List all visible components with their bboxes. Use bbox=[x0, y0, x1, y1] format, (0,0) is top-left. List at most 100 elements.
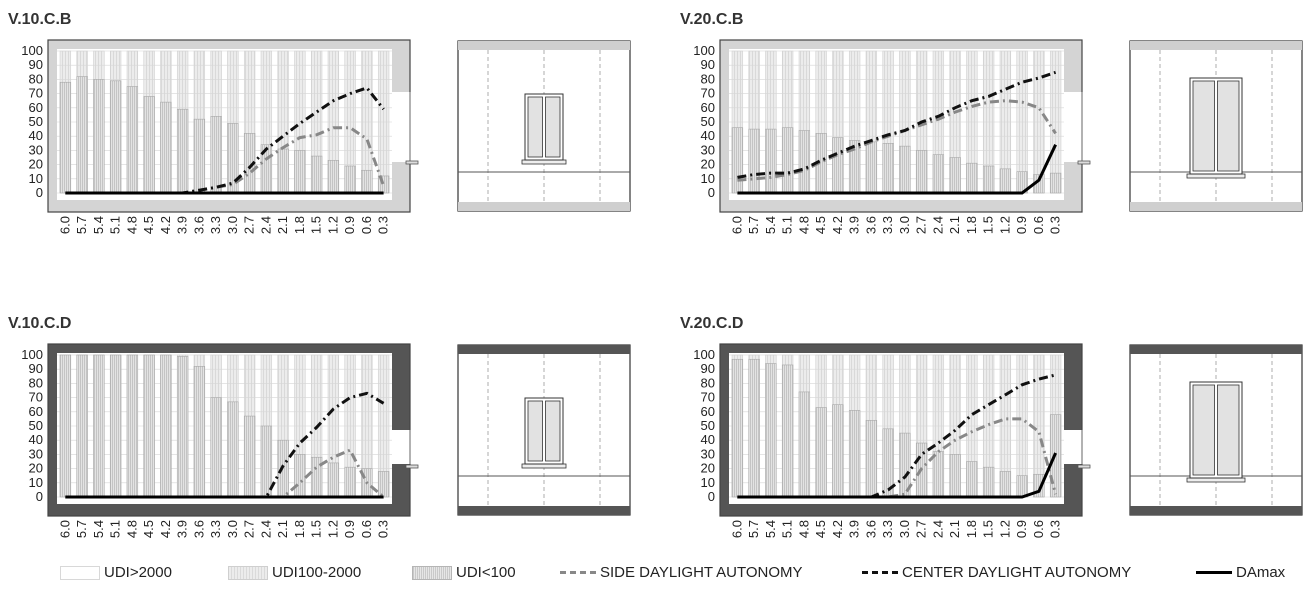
x-tick-label: 3.0 bbox=[225, 520, 240, 538]
x-tick-label: 2.1 bbox=[947, 520, 962, 538]
udi-low-bar bbox=[1049, 172, 1062, 194]
udi-low-bar bbox=[160, 354, 172, 498]
udi-low-bar bbox=[327, 160, 340, 194]
x-tick-label: 5.4 bbox=[91, 520, 106, 538]
window-sill bbox=[1186, 477, 1246, 483]
x-tick-label: 5.1 bbox=[780, 520, 795, 538]
y-tick-label: 50 bbox=[29, 114, 43, 129]
x-tick-label: 1.8 bbox=[964, 520, 979, 538]
legend-udi-low: UDI<100 bbox=[412, 564, 516, 581]
window-opening bbox=[1064, 92, 1083, 162]
udi-low-bar bbox=[781, 127, 794, 194]
plot-area bbox=[729, 353, 1064, 504]
x-tick-label: 4.5 bbox=[813, 216, 828, 234]
x-tick-label: 3.0 bbox=[897, 520, 912, 538]
x-tick-label: 6.0 bbox=[57, 520, 72, 538]
window-sill bbox=[1077, 464, 1091, 469]
legend-line-center bbox=[862, 571, 898, 574]
x-tick-label: 0.6 bbox=[359, 216, 374, 234]
udi-low-bar bbox=[1016, 475, 1028, 498]
window-pane-right bbox=[545, 96, 561, 158]
udi-low-bar bbox=[210, 116, 222, 194]
udi-low-bar bbox=[193, 366, 206, 498]
damax-line bbox=[737, 452, 1057, 499]
udi-low-bar bbox=[143, 96, 155, 194]
x-tick-label: 2.7 bbox=[242, 216, 257, 234]
y-tick-label: 80 bbox=[701, 71, 715, 86]
udi-low-bar bbox=[748, 128, 760, 194]
x-tick-label: 4.5 bbox=[813, 520, 828, 538]
y-tick-label: 60 bbox=[701, 404, 715, 419]
udi-low-bar bbox=[865, 141, 878, 194]
legend-side-da: SIDE DAYLIGHT AUTONOMY bbox=[560, 564, 803, 581]
x-tick-label: 0.9 bbox=[342, 216, 357, 234]
y-tick-label: 70 bbox=[29, 390, 43, 405]
udi-low-bar bbox=[781, 364, 794, 498]
udi-low-bar bbox=[76, 76, 88, 194]
x-tick-label: 5.7 bbox=[74, 520, 89, 538]
y-tick-label: 0 bbox=[36, 185, 43, 200]
udi-low-bar bbox=[731, 358, 744, 498]
y-tick-label: 20 bbox=[701, 461, 715, 476]
window-opening bbox=[1064, 430, 1083, 464]
udi-low-bar bbox=[377, 471, 390, 498]
udi-low-bar bbox=[798, 391, 811, 498]
y-tick-label: 0 bbox=[36, 489, 43, 504]
udi-low-bar bbox=[748, 358, 760, 498]
udi-low-bar bbox=[932, 154, 945, 194]
x-tick-label: 5.7 bbox=[746, 216, 761, 234]
udi-low-bar bbox=[59, 81, 72, 194]
y-tick-label: 60 bbox=[29, 404, 43, 419]
x-tick-label: 1.8 bbox=[292, 216, 307, 234]
udi-low-bar bbox=[832, 404, 844, 498]
x-tick-label: 0.3 bbox=[376, 520, 391, 538]
udi-low-bar bbox=[915, 150, 928, 194]
legend-damax: DAmax bbox=[1196, 564, 1285, 581]
y-tick-label: 80 bbox=[29, 71, 43, 86]
x-tick-label: 1.8 bbox=[964, 216, 979, 234]
window-pane-left bbox=[1192, 80, 1215, 172]
x-tick-label: 3.9 bbox=[175, 520, 190, 538]
x-tick-label: 3.9 bbox=[847, 520, 862, 538]
legend-label: UDI>2000 bbox=[104, 564, 172, 581]
x-tick-label: 2.1 bbox=[947, 216, 962, 234]
udi-low-bar bbox=[949, 157, 961, 194]
window-pane-left bbox=[1192, 384, 1215, 476]
x-tick-label: 6.0 bbox=[729, 216, 744, 234]
udi-low-bar bbox=[277, 148, 289, 194]
x-tick-label: 4.2 bbox=[158, 216, 173, 234]
x-tick-label: 3.0 bbox=[897, 216, 912, 234]
x-tick-label: 4.8 bbox=[124, 520, 139, 538]
legend-label: SIDE DAYLIGHT AUTONOMY bbox=[600, 564, 803, 581]
facade-bottom-band bbox=[458, 202, 630, 211]
x-tick-label: 4.2 bbox=[158, 520, 173, 538]
facade-diagram bbox=[1129, 40, 1303, 212]
x-tick-label: 4.8 bbox=[796, 520, 811, 538]
chart-title: V.20.C.B bbox=[680, 11, 743, 28]
legend-line-damax bbox=[1196, 571, 1232, 574]
udi-low-bar bbox=[176, 356, 189, 498]
legend-label: UDI<100 bbox=[456, 564, 516, 581]
x-tick-label: 1.5 bbox=[981, 520, 996, 538]
x-tick-label: 2.7 bbox=[242, 520, 257, 538]
x-tick-label: 5.7 bbox=[746, 520, 761, 538]
x-tick-label: 2.7 bbox=[914, 216, 929, 234]
x-tick-label: 1.8 bbox=[292, 520, 307, 538]
x-tick-label: 3.3 bbox=[208, 216, 223, 234]
udi-low-bar bbox=[765, 128, 777, 194]
window-sill bbox=[521, 159, 567, 165]
x-tick-label: 2.1 bbox=[275, 216, 290, 234]
udi-low-bar bbox=[982, 165, 995, 194]
x-tick-label: 5.4 bbox=[763, 216, 778, 234]
plot-area bbox=[57, 49, 392, 200]
udi-low-bar bbox=[210, 397, 222, 498]
udi-low-bar bbox=[109, 354, 122, 498]
x-tick-label: 6.0 bbox=[729, 520, 744, 538]
udi-low-bar bbox=[999, 168, 1012, 194]
y-tick-label: 80 bbox=[29, 375, 43, 390]
facade-top-band bbox=[458, 41, 630, 50]
x-tick-label: 4.2 bbox=[830, 216, 845, 234]
udi-low-bar bbox=[126, 86, 139, 194]
